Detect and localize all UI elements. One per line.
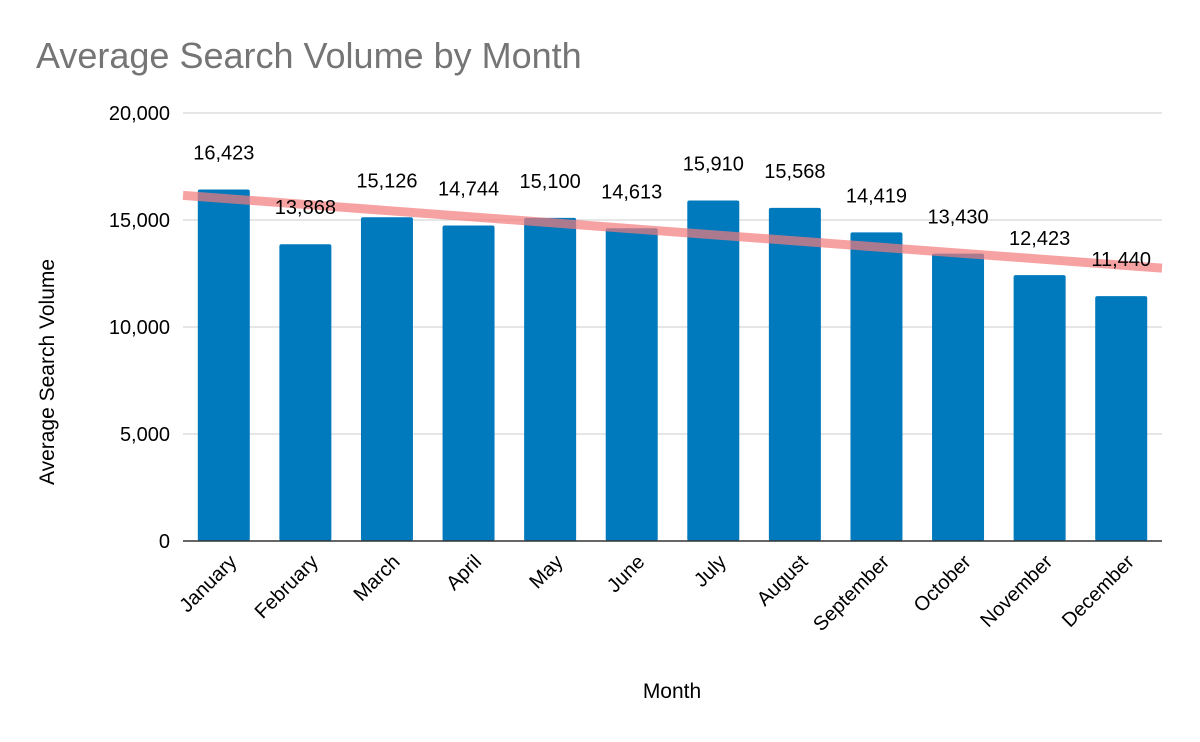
x-tick-label: May [525, 551, 567, 593]
bar-may [524, 217, 577, 542]
data-label: 15,100 [520, 171, 581, 193]
x-tick-label: April [442, 551, 486, 595]
trendline [182, 190, 1163, 273]
y-tick-label: 0 [159, 531, 170, 553]
x-tick-label: March [350, 551, 405, 606]
data-label: 12,423 [1009, 228, 1070, 250]
data-label: 14,744 [438, 178, 499, 200]
data-labels: 16,423 13,868 15,126 14,744 15,100 14,613 15,9… [193, 143, 1151, 272]
bar-july [687, 200, 740, 541]
bar-august [768, 207, 821, 542]
y-axis-title: Average Search Volume [36, 259, 59, 485]
y-tick-label: 10,000 [109, 317, 170, 339]
data-label: 15,126 [356, 170, 417, 192]
x-tick-label: November [976, 551, 1057, 632]
bar-march [360, 217, 413, 542]
data-label: 16,423 [193, 143, 254, 165]
x-tick-label: August [753, 551, 813, 611]
x-axis-title: Month [643, 680, 701, 703]
x-tick-label: October [910, 551, 976, 617]
grid [183, 112, 1162, 435]
chart-title: Average Search Volume by Month [36, 35, 582, 76]
x-tick-label: September [809, 551, 894, 636]
data-label: 14,419 [846, 185, 907, 207]
data-label: 13,868 [275, 197, 336, 219]
data-label: 15,910 [683, 154, 744, 176]
x-tick-label: January [175, 551, 241, 617]
x-axis-labels: January February March April May June July Augu… [175, 551, 1139, 636]
x-tick-label: February [251, 551, 323, 623]
bar-january [197, 189, 250, 542]
y-tick-label: 5,000 [120, 424, 170, 446]
data-label: 13,430 [927, 207, 988, 229]
data-label: 11,440 [1091, 249, 1151, 271]
y-axis-labels: 0 5,000 10,000 15,000 20,000 [109, 103, 170, 553]
bar-november [1013, 275, 1066, 541]
data-label: 15,568 [764, 161, 825, 183]
x-tick-label: June [603, 551, 649, 597]
y-tick-label: 20,000 [109, 103, 170, 125]
data-label: 14,613 [601, 181, 662, 203]
bar-february [279, 244, 332, 541]
y-tick-label: 15,000 [109, 210, 170, 232]
x-tick-label: July [690, 551, 731, 592]
bar-september [850, 232, 903, 541]
x-tick-label: December [1058, 551, 1139, 632]
bar-december [1095, 296, 1148, 541]
bar-april [442, 225, 495, 541]
bar-group [197, 189, 1148, 542]
trendline-group [182, 190, 1163, 273]
bar-october [932, 253, 985, 541]
bar-june [605, 228, 658, 541]
